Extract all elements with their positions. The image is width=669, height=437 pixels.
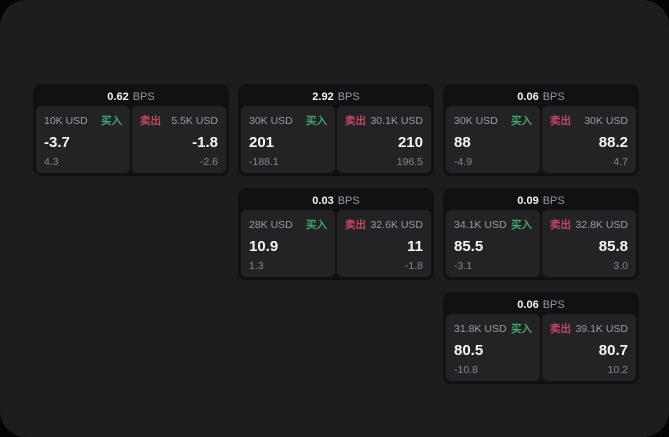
quote-card: 0.06 BPS 31.8K USD 买入 80.5 -10.8 卖出 39.1… — [443, 292, 639, 384]
quote-card: 0.03 BPS 28K USD 买入 10.9 1.3 卖出 32.6K US… — [238, 188, 434, 280]
sell-sub-value: 10.2 — [607, 363, 628, 376]
bps-unit-label: BPS — [132, 90, 155, 103]
buy-price: 88 — [454, 133, 471, 151]
bps-value: 2.92 — [312, 90, 334, 103]
buy-panel[interactable]: 34.1K USD 买入 85.5 -3.1 — [446, 210, 540, 277]
sell-size: 32.6K USD — [370, 218, 423, 231]
buy-label: 买入 — [306, 115, 327, 127]
buy-size: 31.8K USD — [454, 322, 507, 335]
buy-sub-value: -3.1 — [454, 259, 473, 272]
buy-sub-value: 4.3 — [44, 155, 59, 168]
sell-price: 85.8 — [598, 237, 628, 255]
sell-price: -1.8 — [192, 133, 218, 151]
sell-price: 80.7 — [598, 341, 628, 359]
buy-price: 201 — [249, 133, 275, 151]
sell-label: 卖出 — [345, 115, 366, 127]
buy-sub-value: 1.3 — [249, 259, 264, 272]
buy-size: 30K USD — [249, 114, 293, 127]
sell-price: 11 — [407, 237, 423, 255]
bps-unit-label: BPS — [337, 90, 360, 103]
quote-card: 0.06 BPS 30K USD 买入 88 -4.9 卖出 30K USD 8… — [443, 84, 639, 176]
buy-panel[interactable]: 30K USD 买入 201 -188.1 — [241, 106, 335, 173]
quote-card: 0.62 BPS 10K USD 买入 -3.7 4.3 卖出 5.5K USD… — [33, 84, 229, 176]
sell-size: 30K USD — [584, 114, 628, 127]
buy-label: 买入 — [306, 219, 327, 231]
sell-size: 30.1K USD — [370, 114, 423, 127]
sell-label: 卖出 — [550, 323, 571, 335]
buy-price: -3.7 — [44, 133, 70, 151]
bps-value: 0.03 — [312, 194, 334, 207]
sell-label: 卖出 — [345, 219, 366, 231]
buy-sub-value: -4.9 — [454, 155, 473, 168]
buy-label: 买入 — [511, 115, 532, 127]
sell-price: 88.2 — [598, 133, 628, 151]
buy-size: 28K USD — [249, 218, 293, 231]
buy-panel[interactable]: 31.8K USD 买入 80.5 -10.8 — [446, 314, 540, 381]
quote-card: 2.92 BPS 30K USD 买入 201 -188.1 卖出 30.1K … — [238, 84, 434, 176]
buy-panel[interactable]: 28K USD 买入 10.9 1.3 — [241, 210, 335, 277]
buy-label: 买入 — [511, 323, 532, 335]
sell-sub-value: -2.6 — [199, 155, 218, 168]
bps-unit-label: BPS — [542, 298, 565, 311]
quote-card: 0.09 BPS 34.1K USD 买入 85.5 -3.1 卖出 32.8K… — [443, 188, 639, 280]
sell-sub-value: -1.8 — [404, 259, 423, 272]
bps-value: 0.06 — [517, 298, 539, 311]
bps-header: 0.06 BPS — [446, 295, 636, 314]
buy-price: 85.5 — [454, 237, 484, 255]
buy-sub-value: -188.1 — [249, 155, 279, 168]
sell-size: 5.5K USD — [171, 114, 218, 127]
buy-size: 30K USD — [454, 114, 498, 127]
bps-header: 0.03 BPS — [241, 191, 431, 210]
sell-panel[interactable]: 卖出 32.8K USD 85.8 3.0 — [542, 210, 636, 277]
bps-header: 0.62 BPS — [36, 87, 226, 106]
bps-header: 0.09 BPS — [446, 191, 636, 210]
bps-header: 0.06 BPS — [446, 87, 636, 106]
sell-sub-value: 4.7 — [613, 155, 628, 168]
bps-value: 0.09 — [517, 194, 539, 207]
buy-panel[interactable]: 30K USD 买入 88 -4.9 — [446, 106, 540, 173]
sell-price: 210 — [397, 133, 423, 151]
buy-label: 买入 — [511, 219, 532, 231]
sell-size: 39.1K USD — [575, 322, 628, 335]
sell-sub-value: 196.5 — [396, 155, 423, 168]
buy-price: 10.9 — [249, 237, 279, 255]
bps-value: 0.06 — [517, 90, 539, 103]
buy-sub-value: -10.8 — [454, 363, 478, 376]
buy-label: 买入 — [101, 115, 122, 127]
sell-panel[interactable]: 卖出 39.1K USD 80.7 10.2 — [542, 314, 636, 381]
buy-size: 34.1K USD — [454, 218, 507, 231]
bps-unit-label: BPS — [337, 194, 360, 207]
sell-label: 卖出 — [550, 115, 571, 127]
bps-header: 2.92 BPS — [241, 87, 431, 106]
sell-panel[interactable]: 卖出 32.6K USD 11 -1.8 — [337, 210, 431, 277]
sell-panel[interactable]: 卖出 30.1K USD 210 196.5 — [337, 106, 431, 173]
buy-price: 80.5 — [454, 341, 484, 359]
bps-value: 0.62 — [107, 90, 129, 103]
buy-panel[interactable]: 10K USD 买入 -3.7 4.3 — [36, 106, 130, 173]
buy-size: 10K USD — [44, 114, 88, 127]
sell-panel[interactable]: 卖出 5.5K USD -1.8 -2.6 — [132, 106, 226, 173]
bps-unit-label: BPS — [542, 90, 565, 103]
sell-label: 卖出 — [550, 219, 571, 231]
sell-size: 32.8K USD — [575, 218, 628, 231]
sell-label: 卖出 — [140, 115, 161, 127]
sell-sub-value: 3.0 — [613, 259, 628, 272]
bps-unit-label: BPS — [542, 194, 565, 207]
sell-panel[interactable]: 卖出 30K USD 88.2 4.7 — [542, 106, 636, 173]
